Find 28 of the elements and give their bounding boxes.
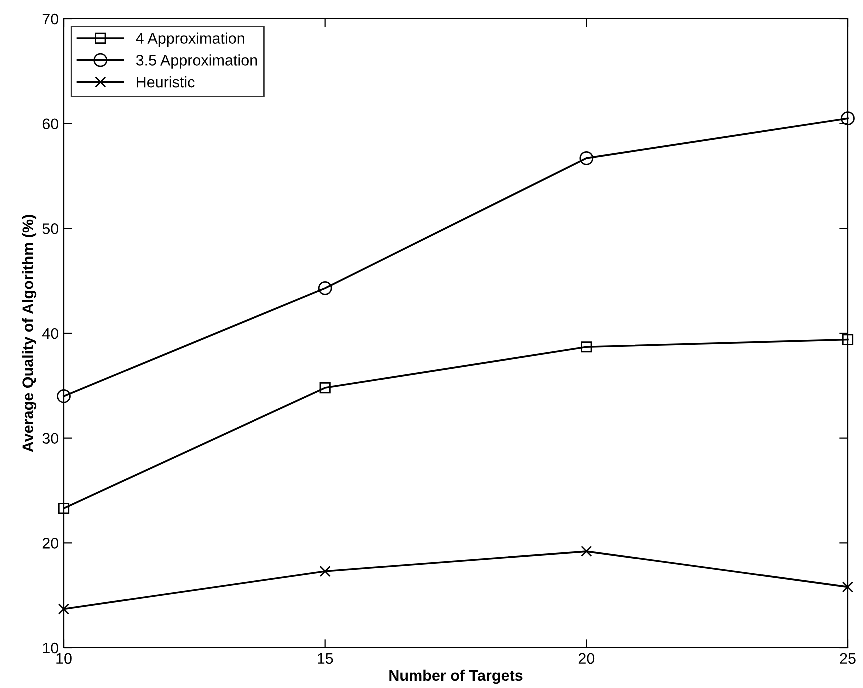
y-tick-label: 40 — [42, 328, 59, 340]
point — [58, 604, 70, 615]
legend-label: 4 Approximation — [136, 32, 244, 47]
point — [318, 281, 332, 296]
y-tick-label: 30 — [42, 433, 59, 444]
point — [320, 382, 331, 394]
y-tick-label: 50 — [42, 224, 59, 234]
point — [842, 582, 854, 593]
point — [581, 342, 592, 353]
point — [320, 566, 331, 578]
x-tick-label: 10 — [56, 653, 72, 664]
x-tick-label: 20 — [578, 653, 595, 664]
y-tick-label: 70 — [42, 14, 59, 25]
legend-label: Heuristic — [137, 76, 195, 88]
y-tick-label: 10 — [43, 642, 59, 654]
x-tick-label: 25 — [840, 653, 856, 664]
point — [841, 112, 855, 126]
point — [57, 389, 71, 404]
point — [58, 503, 70, 514]
legend-label: 3.5 Approximation — [136, 54, 258, 69]
x-axis-title: Number of Targets — [390, 670, 523, 684]
x-tick-label: 15 — [318, 653, 334, 664]
y-tick-label: 20 — [42, 538, 59, 549]
y-axis-title: Average Quality of Algorithm (%) — [22, 215, 37, 452]
point — [580, 151, 594, 166]
point — [581, 546, 592, 558]
point — [842, 334, 854, 346]
y-tick-label: 60 — [42, 118, 59, 130]
